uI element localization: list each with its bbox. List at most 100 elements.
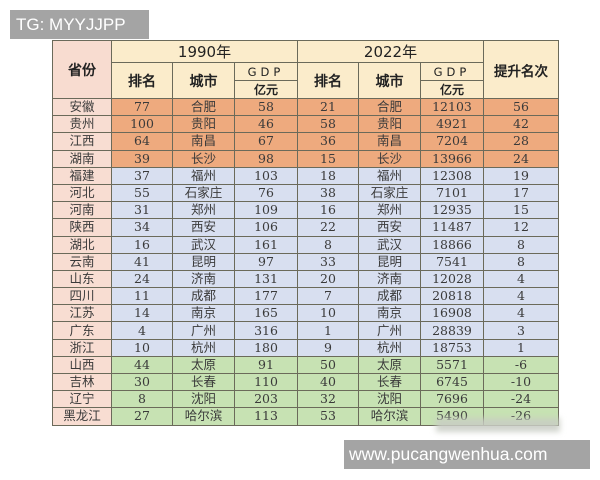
table-row: 四川 11 成都 177 7 成都 20818 4 [52, 287, 559, 306]
gdp-1990-cell: 165 [234, 304, 298, 323]
table-row: 山东 24 济南 131 20 济南 12028 4 [52, 269, 559, 289]
rank-rise-cell: -6 [483, 355, 559, 375]
rank-rise-cell: 12 [483, 218, 559, 237]
city-2022-cell: 南昌 [358, 132, 421, 151]
gdp-2022-cell: 7204 [420, 132, 484, 151]
rank-rise-cell: -10 [483, 372, 559, 392]
table-row: 山西 44 太原 91 50 太原 5571 -6 [52, 355, 559, 375]
table-row: 河南 31 郑州 109 16 郑州 12935 15 [52, 201, 559, 220]
city-1990-cell: 南昌 [172, 132, 235, 151]
gdp-1990-cell: 91 [234, 355, 298, 375]
table-row: 辽宁 8 沈阳 203 32 沈阳 7696 -24 [52, 390, 559, 409]
gdp-2022-cell: 7541 [420, 252, 484, 271]
rank-rise-cell: 3 [483, 321, 559, 340]
gdp-1990-cell: 316 [234, 321, 298, 340]
header-gdp-1990: GDP [234, 62, 298, 81]
city-2022-cell: 杭州 [358, 338, 421, 357]
gdp-2022-cell: 12103 [420, 97, 484, 117]
city-2022-cell: 郑州 [358, 201, 421, 220]
province-cell: 浙江 [52, 338, 112, 357]
rank-1990-cell: 64 [111, 132, 173, 151]
province-cell: 江苏 [52, 304, 112, 323]
city-2022-cell: 哈尔滨 [358, 407, 421, 426]
rank-2022-cell: 50 [297, 355, 359, 375]
header-year-1990: 1990年 [111, 40, 298, 63]
city-2022-cell: 西安 [358, 218, 421, 237]
rank-rise-cell: 24 [483, 149, 559, 168]
gdp-2022-cell: 11487 [420, 218, 484, 237]
province-cell: 广东 [52, 321, 112, 340]
header-gdp-2022: GDP [420, 62, 484, 81]
city-1990-cell: 太原 [172, 355, 235, 375]
city-2022-cell: 福州 [358, 166, 421, 185]
province-cell: 山东 [52, 269, 112, 289]
city-2022-cell: 石家庄 [358, 183, 421, 203]
gdp-1990-cell: 98 [234, 149, 298, 168]
gdp-2022-cell: 13966 [420, 149, 484, 168]
province-cell: 辽宁 [52, 390, 112, 409]
rank-1990-cell: 37 [111, 166, 173, 185]
rank-rise-cell: 8 [483, 252, 559, 271]
gdp-1990-cell: 203 [234, 390, 298, 409]
rank-1990-cell: 77 [111, 97, 173, 117]
gdp-2022-cell: 4921 [420, 115, 484, 134]
city-2022-cell: 成都 [358, 287, 421, 306]
rank-2022-cell: 40 [297, 372, 359, 392]
rank-1990-cell: 39 [111, 149, 173, 168]
province-cell: 安徽 [52, 97, 112, 117]
header-year-2022: 2022年 [297, 40, 484, 63]
rank-rise-cell: 4 [483, 269, 559, 289]
gdp-1990-cell: 113 [234, 407, 298, 426]
rank-rise-cell: 4 [483, 304, 559, 323]
rank-2022-cell: 7 [297, 287, 359, 306]
gdp-2022-cell: 12935 [420, 201, 484, 220]
rank-2022-cell: 15 [297, 149, 359, 168]
table-row: 湖南 39 长沙 98 15 长沙 13966 24 [52, 149, 559, 168]
rank-rise-cell: 4 [483, 287, 559, 306]
table-body: 安徽 77 合肥 58 21 合肥 12103 56 贵州 100 贵阳 46 58 贵阳 4921 42 江西… [52, 97, 559, 426]
rank-1990-cell: 30 [111, 372, 173, 392]
gdp-1990-cell: 131 [234, 269, 298, 289]
watermark-top-left: TG: MYYJJPP [10, 10, 149, 39]
rank-2022-cell: 36 [297, 132, 359, 151]
header-rank-2022: 排名 [297, 62, 359, 99]
table-row: 云南 41 昆明 97 33 昆明 7541 8 [52, 252, 559, 271]
rank-rise-cell: 8 [483, 235, 559, 254]
city-1990-cell: 贵阳 [172, 115, 235, 134]
city-1990-cell: 广州 [172, 321, 235, 340]
city-1990-cell: 南京 [172, 304, 235, 323]
province-cell: 吉林 [52, 372, 112, 392]
city-1990-cell: 杭州 [172, 338, 235, 357]
header-gdp-unit-1990: 亿元 [234, 80, 298, 99]
rank-rise-cell: 1 [483, 338, 559, 357]
table-row: 安徽 77 合肥 58 21 合肥 12103 56 [52, 97, 559, 117]
gdp-1990-cell: 46 [234, 115, 298, 134]
table-row: 河北 55 石家庄 76 38 石家庄 7101 17 [52, 183, 559, 203]
header-province: 省份 [52, 40, 112, 99]
city-1990-cell: 长春 [172, 372, 235, 392]
table-row: 湖北 16 武汉 161 8 武汉 18866 8 [52, 235, 559, 254]
rank-2022-cell: 21 [297, 97, 359, 117]
province-cell: 湖北 [52, 235, 112, 254]
gdp-1990-cell: 177 [234, 287, 298, 306]
rank-rise-cell: -24 [483, 390, 559, 409]
blur-overlay [436, 418, 560, 432]
rank-1990-cell: 34 [111, 218, 173, 237]
city-1990-cell: 郑州 [172, 201, 235, 220]
province-cell: 福建 [52, 166, 112, 185]
city-2022-cell: 昆明 [358, 252, 421, 271]
rank-1990-cell: 27 [111, 407, 173, 426]
rank-2022-cell: 20 [297, 269, 359, 289]
city-1990-cell: 长沙 [172, 149, 235, 168]
rank-1990-cell: 31 [111, 201, 173, 220]
gdp-1990-cell: 58 [234, 97, 298, 117]
gdp-2022-cell: 18753 [420, 338, 484, 357]
rank-1990-cell: 41 [111, 252, 173, 271]
rank-2022-cell: 8 [297, 235, 359, 254]
gdp-1990-cell: 97 [234, 252, 298, 271]
header-gdp-unit-2022: 亿元 [420, 80, 484, 99]
gdp-1990-cell: 103 [234, 166, 298, 185]
city-2022-cell: 广州 [358, 321, 421, 340]
provincial-capital-gdp-table: 省份 1990年 2022年 提升名次 排名 城市 GDP 排名 城市 GDP … [52, 40, 559, 426]
gdp-2022-cell: 7101 [420, 183, 484, 203]
